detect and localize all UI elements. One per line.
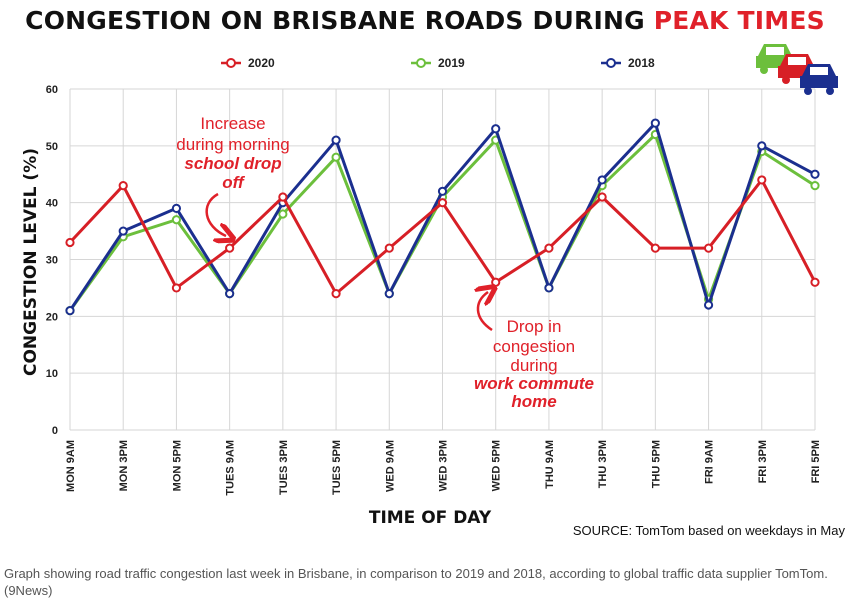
legend-swatch-marker xyxy=(226,58,236,68)
line-chart: 0 10 20 30 40 50 60 MON 9AM MON 3PM MON 5PM TUES 9… xyxy=(21,44,846,538)
point-2020 xyxy=(597,192,607,202)
x-tick-label: MON 3PM xyxy=(118,440,130,491)
y-tick-label: 50 xyxy=(46,141,58,153)
gridlines xyxy=(69,88,816,431)
point-2020 xyxy=(650,243,660,253)
annotation-drop: Drop in congestion during work commute h… xyxy=(474,292,594,411)
y-tick-label: 20 xyxy=(46,311,58,323)
point-2020 xyxy=(757,175,767,185)
legend-item-2018: 2018 xyxy=(601,56,655,70)
point-2019 xyxy=(810,181,820,191)
x-tick-label: WED 3PM xyxy=(438,440,450,491)
y-axis-title: CONGESTION LEVEL (%) xyxy=(21,148,41,376)
point-2020 xyxy=(810,277,820,287)
annotation-increase-line-3: school drop xyxy=(184,154,281,173)
legend-label: 2019 xyxy=(438,56,465,70)
x-tick-label: FRI 9AM xyxy=(704,440,716,484)
x-tick-label: MON 9AM xyxy=(65,440,77,492)
point-2020 xyxy=(491,277,501,287)
x-axis-title: TIME OF DAY xyxy=(369,508,492,528)
point-2020 xyxy=(118,181,128,191)
point-2020 xyxy=(225,243,235,253)
point-2018 xyxy=(650,118,660,128)
annotation-increase-line-1: Increase xyxy=(200,114,265,133)
axes: 0 10 20 30 40 50 60 MON 9AM MON 3PM MON 5PM TUES 9… xyxy=(46,84,822,496)
annotation-drop-line-4: work commute xyxy=(474,374,594,393)
x-tick-label: WED 9AM xyxy=(384,440,396,492)
point-2020 xyxy=(331,289,341,299)
x-tick-label: THU 9AM xyxy=(544,440,556,489)
y-tick-label: 0 xyxy=(52,425,58,437)
x-tick-label: FRI 5PM xyxy=(810,440,822,483)
point-2020 xyxy=(437,198,448,208)
legend-swatch-marker xyxy=(606,58,616,68)
figure-caption: Graph showing road traffic congestion la… xyxy=(4,566,828,598)
legend: 2020 2019 2018 xyxy=(221,56,655,70)
point-2020 xyxy=(703,243,714,253)
y-tick-label: 30 xyxy=(46,255,58,267)
source-note: SOURCE: TomTom based on weekdays in May xyxy=(573,523,846,538)
chart-title: CONGESTION ON BRISBANE ROADS DURING PEAK… xyxy=(0,6,850,35)
annotation-drop-line-5: home xyxy=(511,392,556,411)
point-2018 xyxy=(225,289,235,299)
x-tick-label: THU 3PM xyxy=(597,440,609,488)
point-2018 xyxy=(544,283,554,293)
series-lines xyxy=(65,118,820,316)
point-2018 xyxy=(810,169,820,179)
point-2018 xyxy=(65,306,75,316)
point-2019 xyxy=(331,152,341,162)
annotation-increase-line-4: off xyxy=(222,173,246,192)
x-tick-label: TUES 5PM xyxy=(331,440,343,495)
annotation-increase-line-2: during morning xyxy=(176,135,289,154)
annotation-increase: Increase during morning school drop off xyxy=(176,114,290,236)
legend-label: 2018 xyxy=(628,56,655,70)
x-tick-label: TUES 9AM xyxy=(225,440,237,496)
point-2020 xyxy=(278,192,288,202)
legend-label: 2020 xyxy=(248,56,275,70)
x-tick-label: FRI 3PM xyxy=(757,440,769,483)
point-2020 xyxy=(65,237,75,248)
point-2018 xyxy=(118,226,128,236)
point-2018 xyxy=(331,135,341,145)
point-2020 xyxy=(384,243,394,253)
x-tick-label: THU 5PM xyxy=(650,440,662,488)
point-2018 xyxy=(384,289,394,299)
series-2020 xyxy=(65,175,820,299)
annotation-drop-arrow xyxy=(478,292,492,332)
point-2018 xyxy=(491,124,501,134)
y-tick-label: 10 xyxy=(46,368,58,380)
x-tick-label: MON 5PM xyxy=(171,440,183,491)
legend-item-2020: 2020 xyxy=(221,56,275,70)
point-2019 xyxy=(278,209,288,219)
annotation-increase-arrow xyxy=(205,192,226,236)
point-2019 xyxy=(171,215,182,225)
traffic-cars-icon xyxy=(756,44,838,95)
point-2020 xyxy=(544,243,554,253)
title-highlight: PEAK TIMES xyxy=(653,6,825,35)
point-2018 xyxy=(171,203,182,213)
y-tick-label: 40 xyxy=(46,198,58,210)
annotation-drop-line-3: during xyxy=(510,356,557,375)
title-main: CONGESTION ON BRISBANE ROADS DURING xyxy=(25,6,645,35)
x-tick-label: TUES 3PM xyxy=(278,440,290,495)
y-tick-label: 60 xyxy=(46,84,58,96)
annotation-drop-line-1: Drop in xyxy=(507,317,562,336)
x-tick-label: WED 5PM xyxy=(491,440,503,491)
point-2020 xyxy=(171,283,182,293)
point-2018 xyxy=(597,175,607,185)
legend-swatch-marker xyxy=(416,58,426,68)
point-2018 xyxy=(703,300,714,310)
point-2018 xyxy=(757,141,767,151)
legend-item-2019: 2019 xyxy=(411,56,465,70)
point-2018 xyxy=(437,186,448,196)
annotation-drop-line-2: congestion xyxy=(493,337,575,356)
